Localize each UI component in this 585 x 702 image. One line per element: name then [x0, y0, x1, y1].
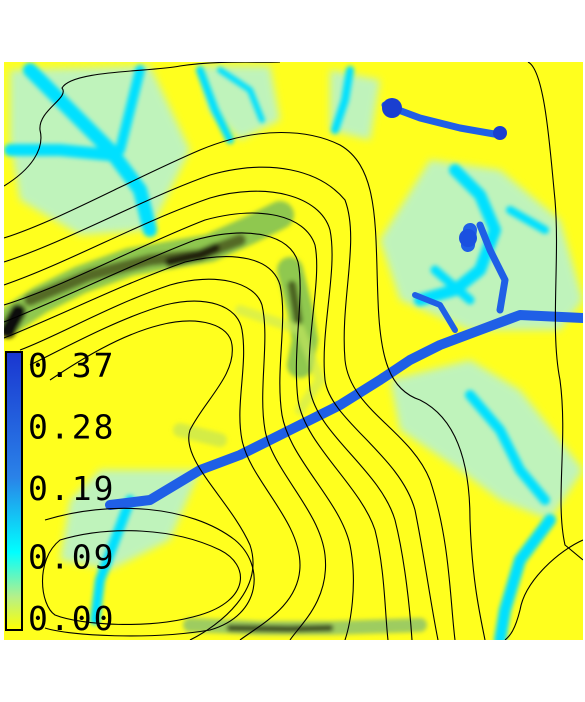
contour-line — [29, 300, 301, 640]
blue-blob-1 — [382, 98, 402, 118]
colorbar-tick-labels: 0.37 0.28 0.19 0.09 0.00 — [28, 346, 115, 638]
contour-line — [4, 166, 456, 640]
contour-line — [4, 232, 389, 640]
cyan-channels — [4, 63, 556, 640]
contour-line — [44, 507, 255, 637]
colorbar-gradient — [5, 351, 23, 631]
blue-blob-3 — [459, 229, 477, 247]
contour-line — [504, 539, 583, 640]
colorbar-tick-label: 0.19 — [28, 469, 115, 508]
contour-line — [4, 62, 281, 187]
contour-line — [19, 278, 327, 640]
contour-line — [4, 256, 354, 640]
heatmap-field — [4, 62, 583, 640]
colorbar-tick-label: 0.28 — [28, 408, 115, 447]
contour-line — [41, 530, 241, 626]
contour-line — [49, 320, 254, 640]
blue-channels — [105, 101, 583, 510]
colorbar-tick-label: 0.00 — [28, 599, 115, 638]
colorbar-tick-label: 0.37 — [28, 346, 115, 385]
contour-line — [527, 62, 583, 561]
colorbar: 0.37 0.28 0.19 0.09 0.00 — [5, 346, 115, 638]
contour-lines — [4, 62, 583, 640]
colorbar-tick-label: 0.09 — [28, 537, 115, 576]
contour-line — [4, 190, 439, 640]
contour-line — [4, 132, 486, 640]
contour-line — [4, 212, 413, 640]
blue-blob-2 — [493, 126, 507, 140]
